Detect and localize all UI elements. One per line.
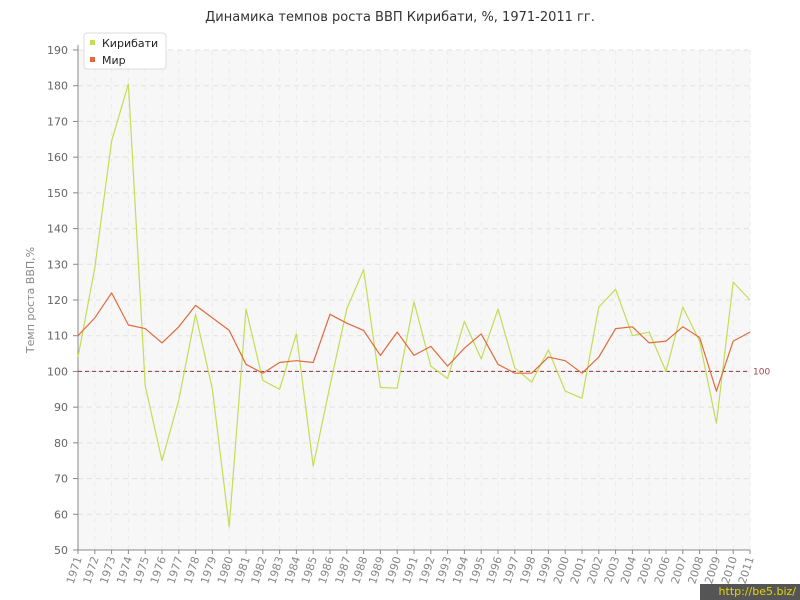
legend-swatch [90, 57, 95, 62]
grid-lines [77, 49, 751, 550]
legend-box [83, 32, 167, 70]
x-axis-ticks: 1971197219731974197519761977197819791980… [64, 550, 757, 586]
y-tick-label: 150 [47, 187, 68, 200]
y-tick-label: 110 [47, 330, 68, 343]
y-tick-label: 60 [54, 508, 68, 521]
series-line-2 [77, 292, 751, 392]
y-tick-label: 170 [47, 115, 68, 128]
y-axis-label: Темп роста ВВП,% [24, 247, 37, 354]
y-tick-label: 70 [54, 473, 68, 486]
legend-label: Мир [102, 54, 126, 67]
y-tick-label: 90 [54, 401, 68, 414]
series-lines [77, 83, 751, 528]
y-tick-label: 120 [47, 294, 68, 307]
y-tick-label: 130 [47, 258, 68, 271]
y-tick-label: 80 [54, 437, 68, 450]
reference-line-label: 100 [753, 367, 770, 377]
watermark[interactable]: http://be5.biz/ [700, 584, 800, 600]
series-line-1 [77, 83, 751, 528]
y-tick-label: 140 [47, 223, 68, 236]
legend[interactable]: Кирибати Мир [83, 32, 167, 70]
y-tick-label: 160 [47, 151, 68, 164]
legend-swatch [90, 40, 95, 45]
y-axis-ticks: 50 60 70 80 90 100 110 120 130 140 150 160 170 180 190 [47, 44, 78, 557]
y-tick-label: 100 [47, 365, 68, 378]
y-tick-label: 180 [47, 80, 68, 93]
reference-line: 100 [78, 367, 770, 377]
legend-label: Кирибати [102, 37, 158, 50]
chart-title: Динамика темпов роста ВВП Кирибати, %, 1… [205, 10, 595, 25]
y-tick-label: 190 [47, 44, 68, 57]
y-tick-label: 50 [54, 544, 68, 557]
